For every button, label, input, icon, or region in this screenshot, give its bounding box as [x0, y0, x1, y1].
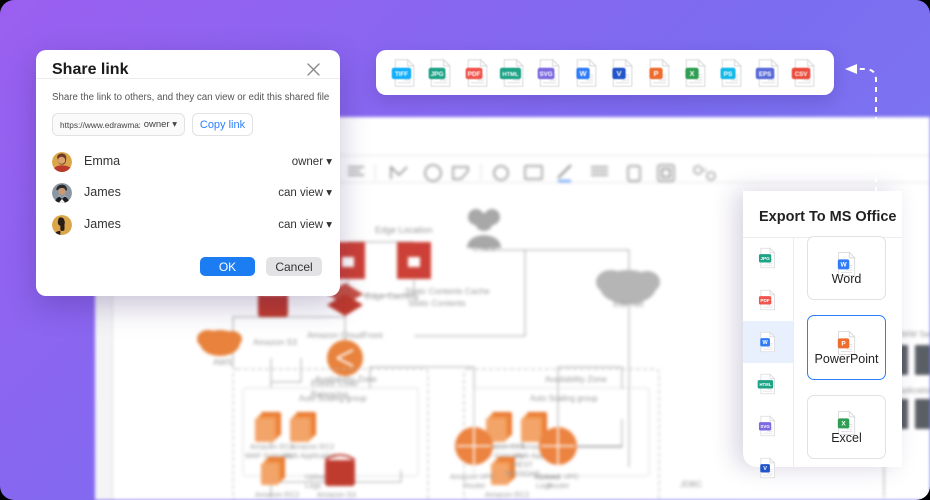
- svg-text:Amazon VPC: Amazon VPC: [534, 472, 580, 481]
- svg-text:V: V: [763, 466, 767, 472]
- svg-text:Amazon S3: Amazon S3: [317, 490, 356, 499]
- svg-text:SVG: SVG: [760, 424, 770, 429]
- svg-text:TIFF: TIFF: [395, 70, 408, 77]
- svg-text:X: X: [689, 68, 694, 77]
- svg-text:API/SOAP: API/SOAP: [505, 469, 540, 478]
- svg-text:X: X: [841, 420, 846, 427]
- svg-text:Internet: Internet: [613, 299, 644, 309]
- svg-text:Amazon EC2: Amazon EC2: [485, 490, 529, 499]
- svg-text:CSV: CSV: [795, 70, 809, 77]
- svg-text:Amazon EC2: Amazon EC2: [250, 442, 294, 451]
- svg-text:Users: Users: [472, 243, 496, 253]
- svg-text:Router: Router: [463, 481, 486, 490]
- svg-text:Availability Zone: Availability Zone: [545, 374, 607, 384]
- svg-text:W: W: [579, 68, 587, 77]
- svg-text:Amazon VPC: Amazon VPC: [450, 472, 496, 481]
- svg-text:Amazon EC2: Amazon EC2: [290, 442, 334, 451]
- svg-text:W: W: [762, 340, 768, 346]
- svg-text:P: P: [653, 68, 658, 77]
- svg-text:Auto Scaling group: Auto Scaling group: [530, 394, 598, 403]
- svg-text:Router: Router: [547, 481, 570, 490]
- svg-text:Amazon S3: Amazon S3: [253, 337, 297, 347]
- svg-text:P: P: [841, 340, 846, 347]
- svg-text:PDF: PDF: [467, 70, 480, 77]
- svg-text:HTML: HTML: [502, 71, 519, 77]
- svg-text:Logs: Logs: [305, 481, 322, 490]
- svg-text:Static Contents Cache: Static Contents Cache: [405, 286, 490, 296]
- svg-text:HTML: HTML: [759, 382, 771, 387]
- svg-text:Auto Scaling group: Auto Scaling group: [299, 394, 367, 403]
- svg-text:V: V: [617, 68, 622, 77]
- svg-text:AWS: AWS: [213, 357, 232, 367]
- svg-text:Amazon EC2: Amazon EC2: [255, 490, 299, 499]
- svg-text:W: W: [840, 261, 847, 268]
- svg-text:Edge Location: Edge Location: [375, 225, 433, 235]
- svg-text:PDF: PDF: [760, 298, 770, 304]
- svg-text:JDBC: JDBC: [680, 479, 702, 489]
- svg-text:JPG: JPG: [760, 256, 770, 262]
- svg-text:Static Contents: Static Contents: [408, 298, 466, 308]
- svg-text:SVG: SVG: [540, 70, 553, 77]
- svg-text:Availability Zone: Availability Zone: [315, 374, 377, 384]
- svg-text:JPG: JPG: [431, 70, 444, 77]
- svg-text:Amazon CloudFront: Amazon CloudFront: [307, 330, 383, 340]
- svg-text:REST: REST: [513, 460, 533, 469]
- svg-text:PS: PS: [724, 70, 733, 77]
- svg-text:EPS: EPS: [758, 70, 770, 77]
